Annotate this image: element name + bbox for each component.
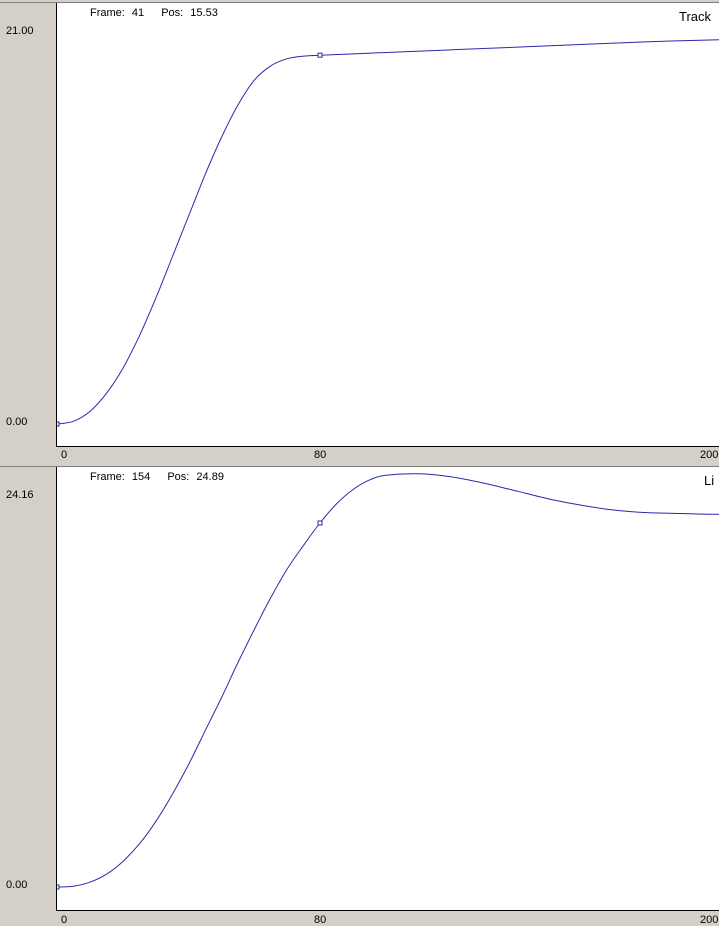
x-tick-label-0: 0: [61, 914, 68, 926]
y-min-label: 0.00: [6, 879, 28, 891]
curve-line[interactable]: [57, 473, 719, 888]
y-max-label: 21.00: [6, 25, 34, 37]
x-tick-label-200: 200: [700, 449, 719, 461]
pos-value: 24.89: [196, 471, 224, 483]
curve-line[interactable]: [57, 39, 719, 425]
curve-plot-bottom[interactable]: [56, 467, 719, 911]
keyframe-marker-0[interactable]: [57, 884, 60, 890]
track-panel-top: 21.00 0.00 0 80 200 Frame: 41 Pos: 15.53…: [0, 2, 719, 464]
frame-label: Frame:: [90, 471, 125, 483]
frame-value: 154: [131, 471, 151, 483]
track-name-label: Track: [679, 9, 712, 24]
pos-value: 15.53: [190, 7, 218, 19]
x-tick-label-80: 80: [314, 449, 327, 461]
y-min-label: 0.00: [6, 416, 28, 428]
curve-plot-top[interactable]: [56, 3, 719, 447]
x-tick-label-0: 0: [61, 449, 68, 461]
track-name-label: Li: [704, 473, 715, 488]
keyframe-marker-1[interactable]: [317, 52, 323, 58]
curve-chart-bottom[interactable]: [57, 467, 719, 910]
frame-label: Frame:: [90, 7, 125, 19]
x-tick-label-200: 200: [700, 914, 719, 926]
frame-pos-readout: Frame: 41 Pos: 15.53: [90, 7, 222, 19]
pos-label: Pos:: [167, 471, 190, 483]
frame-value: 41: [131, 7, 145, 19]
frame-pos-readout: Frame: 154 Pos: 24.89: [90, 471, 228, 483]
keyframe-marker-0[interactable]: [57, 421, 60, 427]
y-max-label: 24.16: [6, 489, 34, 501]
keyframe-marker-1[interactable]: [317, 520, 323, 526]
curve-chart-top[interactable]: [57, 3, 719, 446]
x-tick-label-80: 80: [314, 914, 327, 926]
pos-label: Pos:: [161, 7, 184, 19]
track-panel-bottom: 24.16 0.00 0 80 200 Frame: 154 Pos: 24.8…: [0, 466, 719, 926]
